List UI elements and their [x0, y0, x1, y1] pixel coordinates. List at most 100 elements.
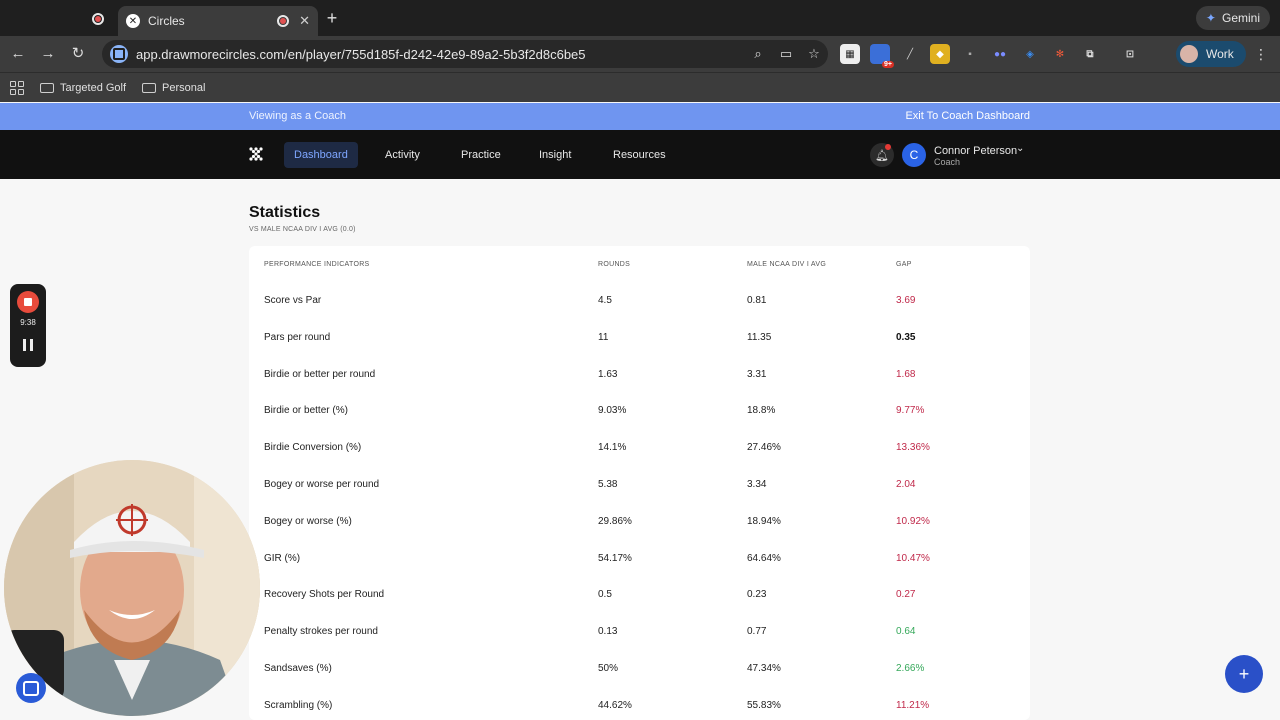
nav-dashboard[interactable]: Dashboard	[284, 142, 358, 168]
gap-cell: 0.64	[896, 626, 916, 638]
user-name[interactable]: Connor Peterson	[934, 145, 1018, 157]
new-tab-button[interactable]: +	[326, 8, 338, 28]
extensions-puzzle-icon[interactable]: ⧉	[1086, 48, 1094, 60]
reload-icon[interactable]: ↻	[71, 45, 85, 62]
column-header-indicators: PERFORMANCE INDICATORS	[264, 261, 370, 268]
nav-activity[interactable]: Activity	[385, 149, 420, 161]
indicator-cell: Birdie or better per round	[264, 368, 376, 380]
extension-dots-icon[interactable]: ●●	[993, 48, 1007, 60]
gap-cell: 2.66%	[896, 663, 925, 674]
user-role: Coach	[934, 157, 961, 167]
extension-butterfly-icon[interactable]: ✻	[1055, 48, 1065, 60]
app-navbar: Dashboard Activity Practice Insight Reso…	[0, 130, 1280, 179]
extension-yellow-icon[interactable]: ◆	[930, 44, 950, 64]
ncaa-avg-cell: 64.64%	[747, 552, 781, 564]
address-bar[interactable]: app.drawmorecircles.com/en/player/755d18…	[102, 40, 828, 68]
bookmark-star-icon[interactable]: ☆	[808, 46, 820, 61]
gap-cell: 10.47%	[896, 552, 930, 564]
tab-circles[interactable]: ✕ Circles ✕	[118, 6, 318, 36]
profile-work-button[interactable]: Work	[1176, 41, 1246, 67]
bookmark-targeted-golf[interactable]: Targeted Golf	[40, 82, 126, 94]
indicator-cell: Sandsaves (%)	[264, 663, 332, 674]
gap-cell: 0.35	[896, 331, 916, 343]
viewing-as-coach-text: Viewing as a Coach	[249, 110, 347, 122]
extension-badge-icon[interactable]: 9+	[870, 44, 894, 68]
site-info-icon[interactable]	[110, 45, 128, 63]
ncaa-avg-cell: 55.83%	[747, 699, 781, 711]
exit-coach-dashboard-link[interactable]: Exit To Coach Dashboard	[905, 110, 1030, 122]
zoom-icon[interactable]: ⌕	[754, 46, 762, 61]
coach-banner: Viewing as a Coach Exit To Coach Dashboa…	[0, 103, 1280, 130]
rounds-cell: 1.63	[598, 368, 618, 380]
ncaa-avg-cell: 18.8%	[747, 405, 776, 417]
browser-tab-strip: ✕ Circles ✕ + ✦ Gemini	[0, 0, 1280, 36]
rounds-cell: 0.5	[598, 589, 612, 601]
eyedropper-icon[interactable]: ╱	[906, 48, 914, 60]
profile-label: Work	[1206, 47, 1234, 61]
rounds-cell: 29.86%	[598, 515, 632, 527]
indicator-cell: Pars per round	[264, 331, 331, 343]
close-icon[interactable]: ✕	[299, 13, 310, 28]
tab-search-icon[interactable]: ⊡	[1125, 48, 1135, 60]
bookmark-personal[interactable]: Personal	[142, 82, 205, 94]
column-header-rounds: ROUNDS	[598, 261, 631, 268]
statistics-table-card	[249, 246, 1030, 720]
column-header-gap: GAP	[896, 261, 912, 268]
ncaa-avg-cell: 0.77	[747, 626, 767, 638]
nav-resources[interactable]: Resources	[613, 149, 666, 161]
stop-recording-button[interactable]	[17, 291, 39, 313]
gap-cell: 13.36%	[896, 442, 930, 454]
user-avatar[interactable]: C	[902, 143, 926, 167]
install-app-icon[interactable]: ▭	[779, 46, 793, 61]
circles-logo-icon[interactable]	[248, 146, 264, 162]
gap-cell: 10.92%	[896, 515, 930, 527]
more-menu-icon[interactable]: ⋮	[1254, 46, 1268, 62]
folder-icon	[142, 82, 157, 93]
page-title: Statistics	[249, 204, 321, 221]
gap-cell: 0.27	[896, 589, 916, 601]
notification-dot	[885, 144, 891, 150]
tab-title: Circles	[148, 14, 185, 28]
indicator-cell: Birdie Conversion (%)	[264, 442, 362, 454]
recording-time: 9:38	[20, 318, 36, 327]
extension-tag-icon[interactable]: ◈	[1026, 48, 1034, 60]
pause-icon[interactable]	[23, 339, 33, 351]
forward-arrow-icon[interactable]: →	[40, 45, 56, 62]
extension-gray-icon[interactable]: ▪	[968, 48, 972, 60]
nav-practice[interactable]: Practice	[461, 149, 501, 161]
rounds-cell: 44.62%	[598, 699, 632, 711]
indicator-cell: Birdie or better (%)	[264, 405, 348, 417]
ncaa-avg-cell: 3.34	[747, 479, 767, 490]
nav-insight[interactable]: Insight	[539, 149, 572, 161]
bookmarks-bar: Targeted Golf Personal	[0, 72, 1280, 102]
recording-icon	[277, 15, 290, 27]
tab-recording[interactable]	[80, 6, 116, 32]
ncaa-avg-cell: 0.81	[747, 295, 767, 306]
ncaa-avg-cell: 3.31	[747, 368, 767, 380]
bookmark-label: Personal	[162, 81, 206, 94]
gemini-button[interactable]: ✦ Gemini	[1195, 6, 1270, 30]
indicator-cell: GIR (%)	[264, 552, 301, 564]
rounds-cell: 14.1%	[598, 442, 627, 454]
url-text[interactable]: app.drawmorecircles.com/en/player/755d18…	[136, 46, 586, 62]
circles-favicon-icon: ✕	[126, 14, 140, 28]
chat-support-button[interactable]	[16, 673, 46, 703]
extension-checker-icon[interactable]: ▦	[840, 44, 860, 64]
profile-avatar	[1180, 45, 1198, 63]
chevron-down-icon[interactable]: ⌄	[1016, 143, 1025, 154]
add-button[interactable]: +	[1225, 655, 1263, 693]
indicator-cell: Bogey or worse (%)	[264, 515, 352, 527]
back-arrow-icon[interactable]: ←	[10, 45, 26, 62]
rounds-cell: 5.38	[598, 479, 618, 490]
folder-icon	[40, 82, 54, 93]
gemini-label: Gemini	[1221, 11, 1260, 25]
extension-badge-count: 9+	[882, 61, 894, 68]
ncaa-avg-cell: 47.34%	[747, 663, 781, 674]
bookmark-label: Targeted Golf	[60, 81, 127, 94]
screen-recorder-widget: 9:38	[10, 284, 46, 367]
rounds-cell: 54.17%	[598, 552, 632, 564]
rounds-cell: 0.13	[598, 626, 618, 638]
indicator-cell: Recovery Shots per Round	[264, 589, 385, 601]
apps-grid-icon[interactable]	[10, 80, 24, 95]
indicator-cell: Bogey or worse per round	[264, 479, 380, 490]
